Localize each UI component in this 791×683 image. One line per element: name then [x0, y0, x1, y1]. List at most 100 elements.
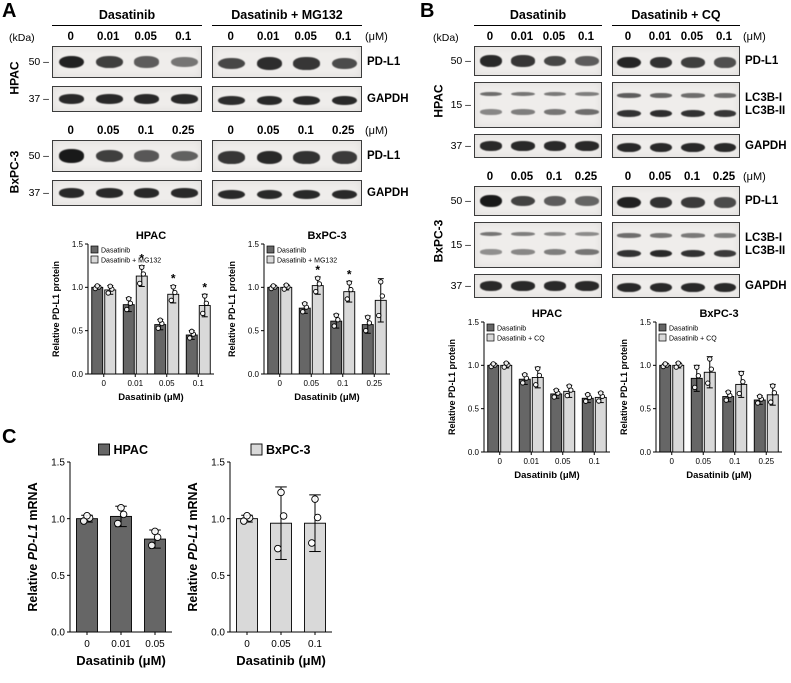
chart-b-bxpc3: 0.0 0.5 1.0 1.5 0 0.05 0.1 0.25 Dasatinib Dasatin…	[618, 306, 788, 499]
dose-label: 0.05	[542, 31, 566, 43]
x-axis-label: Dasatinib (μM)	[514, 470, 579, 481]
dose-lane-group: 0 0.05 0.1 0.25	[474, 171, 602, 184]
bar-chart: 0.0 0.5 1.0 1.5 0 0.05 0.1 0.25 * * Dasatinib Dasat…	[227, 230, 390, 403]
blot-band	[617, 93, 641, 98]
data-point	[302, 301, 308, 307]
chart-title: HPAC	[136, 230, 166, 242]
blot-section: 0 0.05 0.1 0.25 0 0.05 0.1 0.25 (μM) 50 – PD-L1 15 …	[432, 166, 788, 298]
blot-band	[650, 282, 672, 293]
blot-band	[544, 91, 566, 97]
blot-band	[681, 249, 705, 258]
data-point	[740, 379, 746, 385]
bar	[330, 320, 343, 375]
blot-band	[95, 94, 123, 104]
data-point	[366, 320, 373, 326]
blot-band	[681, 282, 705, 293]
chart-title: BxPC-3	[699, 308, 738, 320]
data-point	[490, 361, 496, 367]
blot-band	[650, 249, 672, 258]
panel-c-label: C	[2, 426, 17, 448]
data-point	[551, 394, 557, 400]
legend-swatch	[658, 323, 667, 332]
dose-label: 0	[486, 31, 494, 43]
data-point	[119, 510, 128, 519]
bar-chart: 0.0 0.5 1.0 1.5 0 0.05 0.1 0.25 Dasatinib Dasatin…	[619, 308, 782, 481]
blot-band	[544, 109, 566, 115]
data-point	[738, 370, 744, 377]
protein-label: GAPDH	[367, 187, 409, 199]
significance-marker: *	[202, 280, 207, 294]
dose-label: 0.1	[175, 31, 192, 43]
kda-marker: 50 –	[450, 55, 471, 67]
x-tick-label: 0.1	[308, 639, 322, 650]
protein-label: LC3B-II	[745, 105, 786, 117]
x-tick-label: 0.01	[523, 457, 539, 466]
data-point	[281, 286, 287, 292]
dose-label: 0.1	[297, 125, 314, 137]
bar	[154, 324, 167, 375]
dose-label: 0	[624, 171, 632, 183]
data-point	[168, 297, 174, 303]
data-point	[308, 539, 316, 547]
chart-b-hpac: 0.0 0.5 1.0 1.5 0 0.01 0.05 0.1 Dasatinib Dasatin…	[446, 306, 616, 499]
blot-band	[617, 56, 641, 69]
kda-label: (kDa)	[433, 32, 459, 44]
kda-label: (kDa)	[9, 32, 35, 44]
y-tick-label: 1.0	[51, 514, 65, 525]
blot-band	[218, 189, 246, 200]
significance-marker: *	[347, 267, 352, 281]
dose-row: 0 0.05 0.1 0.25 0 0.05 0.1 0.25 (μM)	[432, 166, 788, 184]
legend-label: Dasatinib + MG132	[277, 258, 337, 265]
dose-label: 0.1	[578, 31, 594, 43]
cell-line-label-text: HPAC	[431, 84, 446, 118]
bar	[167, 293, 180, 375]
x-tick-label: 0	[84, 639, 90, 650]
blot-box	[212, 46, 362, 78]
blot-band	[575, 232, 599, 236]
cell-line-label-text: BxPC-3	[431, 219, 446, 263]
blot-band	[544, 231, 566, 236]
data-point	[768, 399, 774, 405]
data-point	[348, 286, 354, 293]
data-point	[333, 312, 339, 318]
data-point	[137, 280, 143, 286]
data-point	[315, 275, 321, 281]
blot-box	[474, 82, 602, 128]
dose-label: 0.05	[294, 31, 317, 43]
blot-band	[170, 94, 198, 104]
cell-line-label: BxPC-3	[8, 138, 22, 206]
y-tick-label: 1.0	[72, 283, 84, 292]
legend-swatch	[266, 245, 275, 254]
protein-label: PD-L1	[367, 56, 401, 68]
data-point	[155, 325, 161, 331]
bar	[280, 286, 293, 375]
data-point	[346, 280, 352, 286]
data-point	[83, 512, 91, 520]
blot-band	[480, 91, 502, 97]
dose-label: 0	[227, 31, 234, 43]
blot-band	[544, 249, 566, 255]
dose-label: 0.05	[97, 125, 120, 137]
x-tick-label: 0	[670, 457, 675, 466]
y-tick-label: 1.0	[211, 514, 225, 525]
spacer	[8, 6, 52, 26]
dose-label: 0	[486, 171, 494, 183]
blot-band	[293, 95, 321, 106]
data-point	[331, 323, 337, 329]
blot-row: 37 – GAPDH	[8, 180, 416, 206]
blot-band	[650, 93, 672, 98]
dose-row: (kDa) 0 0.01 0.05 0.1 0 0.01 0.05 0.1 (μM)	[8, 26, 416, 44]
blot-band	[218, 57, 246, 70]
data-point	[80, 517, 88, 525]
dose-lane-group: 0 0.01 0.05 0.1	[212, 31, 362, 44]
data-point	[522, 372, 528, 378]
bar	[110, 515, 132, 633]
bar	[487, 364, 500, 453]
kda-marker: 37 –	[28, 93, 49, 105]
y-axis-label: Relative PD-L1 protein	[619, 339, 629, 435]
y-tick-label: 1.5	[72, 240, 84, 249]
y-axis-label: Relative PD-L1 protein	[447, 339, 457, 435]
bar	[76, 518, 98, 633]
x-tick-label: 0	[102, 379, 107, 388]
dose-label: 0.05	[134, 31, 157, 43]
